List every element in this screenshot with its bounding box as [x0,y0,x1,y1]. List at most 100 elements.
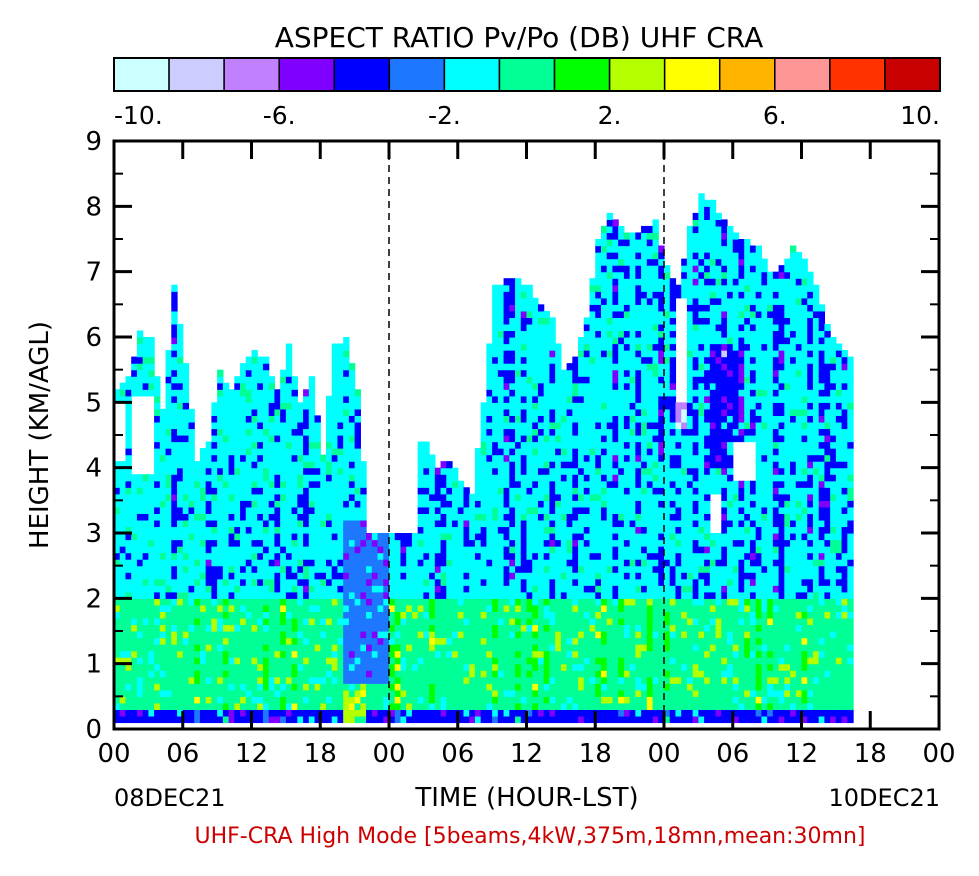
heatmap-cell [515,356,522,364]
heatmap-cell [320,617,327,626]
heatmap-cell [612,663,619,671]
heatmap-cell [268,598,276,606]
heatmap-cell [583,526,591,534]
heatmap-cell [325,670,333,678]
heatmap-cell [171,546,178,554]
heatmap-cell [125,670,132,678]
heatmap-cell [452,474,459,482]
heatmap-cell [583,493,591,501]
heatmap-cell [583,500,591,508]
heatmap-cell [497,330,505,338]
heatmap-cell [285,448,293,456]
heatmap-cell [360,663,367,671]
heatmap-cell [526,683,533,691]
heatmap-cell [549,611,556,619]
heatmap-cell [325,500,333,508]
heatmap-cell [457,657,465,665]
heatmap-cell [589,317,596,325]
heatmap-cell [303,500,310,508]
heatmap-cell [291,604,298,612]
heatmap-cell [182,604,190,612]
heatmap-cell [234,428,241,436]
heatmap-cell [526,533,533,541]
heatmap-cell [566,683,573,691]
heatmap-cell [503,369,510,377]
heatmap-cell [222,428,230,436]
heatmap-cell [429,631,436,639]
heatmap-cell [641,598,648,606]
heatmap-cell [337,350,344,358]
heatmap-cell [618,337,625,345]
heatmap-cell [251,389,258,397]
heatmap-cell [268,467,276,475]
heatmap-cell [257,441,264,449]
heatmap-cell [440,657,447,665]
heatmap-cell [182,519,190,528]
heatmap-cell [641,506,648,514]
heatmap-cell [343,487,350,495]
heatmap-cell [257,526,264,534]
heatmap-cell [228,389,235,397]
heatmap-cell [612,252,619,260]
heatmap-cell [549,663,556,671]
heatmap-cell [434,617,442,626]
heatmap-cell [383,578,390,586]
heatmap-cell [474,637,482,645]
heatmap-cell [600,598,608,606]
heatmap-cell [268,644,276,652]
heatmap-cell [646,559,654,567]
heatmap-cell [537,395,545,403]
heatmap-cell [612,415,619,423]
heatmap-cell [595,382,602,390]
heatmap-cell [566,696,573,704]
heatmap-cell [343,598,350,606]
heatmap-cell [566,533,573,541]
heatmap-cell [549,441,556,449]
heatmap-cell [440,702,447,710]
heatmap-cell [171,663,178,671]
heatmap-cell [308,709,316,717]
heatmap-cell [646,644,654,652]
heatmap-cell [503,428,510,436]
heatmap-cell [371,552,379,560]
heatmap-cell [262,565,270,573]
heatmap-cell [606,304,614,312]
heatmap-cell [572,526,579,534]
heatmap-cell [452,506,459,514]
heatmap-cell [348,689,356,697]
heatmap-cell [131,591,138,599]
heatmap-cell [486,519,493,528]
heatmap-cell [480,435,487,443]
heatmap-cell [389,578,396,586]
heatmap-cell [245,559,253,567]
heatmap-cell [234,487,241,495]
heatmap-cell [320,546,327,554]
heatmap-cell [171,310,178,318]
heatmap-cell [131,631,138,639]
heatmap-cell [217,389,224,397]
heatmap-cell [520,369,528,377]
heatmap-cell [618,546,625,554]
heatmap-cell [566,395,573,403]
heatmap-cell [383,617,390,626]
heatmap-cell [503,689,510,697]
heatmap-cell [182,454,190,462]
heatmap-cell [526,480,533,488]
heatmap-cell [492,402,499,410]
heatmap-cell [325,493,333,501]
heatmap-cell [623,650,631,658]
heatmap-cell [457,480,465,488]
heatmap-cell [308,448,316,456]
heatmap-cell [240,670,247,678]
heatmap-cell [314,415,321,423]
heatmap-cell [560,644,568,652]
heatmap-cell [171,408,178,416]
heatmap-cell [623,337,631,345]
heatmap-cell [618,565,625,573]
heatmap-cell [629,663,636,671]
heatmap-cell [280,467,287,475]
heatmap-cell [159,467,167,475]
heatmap-cell [589,356,596,364]
heatmap-cell [383,683,390,691]
heatmap-cell [526,644,533,652]
